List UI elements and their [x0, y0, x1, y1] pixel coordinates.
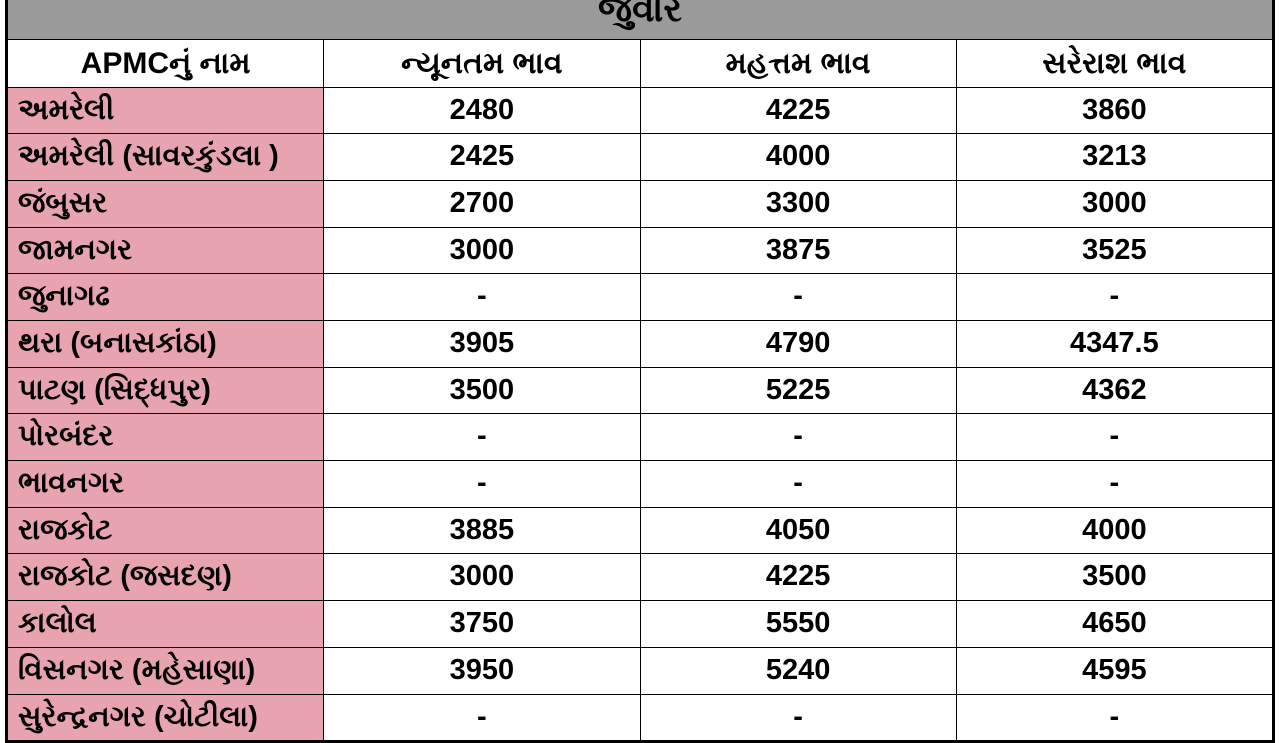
apmc-name-cell: જંબુસર [8, 180, 324, 227]
apmc-name-cell: પાટણ (સિદ્ધપુર) [8, 367, 324, 414]
table-row: રાજકોટ (જસદણ)300042253500 [8, 554, 1273, 601]
table-row: કાલોલ375055504650 [8, 601, 1273, 648]
min-price-cell: 2425 [324, 134, 640, 181]
table-row: પોરબંદર--- [8, 414, 1273, 461]
avg-price-cell: 3525 [956, 227, 1272, 274]
apmc-name-cell: જુનાગઢ [8, 274, 324, 321]
avg-price-cell: 4000 [956, 507, 1272, 554]
max-price-cell: 5550 [640, 601, 956, 648]
apmc-name-cell: જામનગર [8, 227, 324, 274]
apmc-name-cell: પોરબંદર [8, 414, 324, 461]
table-row: જામનગર300038753525 [8, 227, 1273, 274]
max-price-cell: 3300 [640, 180, 956, 227]
apmc-name-cell: અમરેલી [8, 87, 324, 134]
max-price-cell: 5225 [640, 367, 956, 414]
min-price-cell: 3000 [324, 554, 640, 601]
max-price-cell: - [640, 461, 956, 508]
apmc-name-cell: વિસનગર (મહેસાણા) [8, 647, 324, 694]
apmc-name-cell: કાલોલ [8, 601, 324, 648]
apmc-name-cell: રાજકોટ (જસદણ) [8, 554, 324, 601]
apmc-name-cell: થરા (બનાસકાંઠા) [8, 321, 324, 368]
min-price-cell: 3500 [324, 367, 640, 414]
table-row: અમરેલી248042253860 [8, 87, 1273, 134]
table-row: જુનાગઢ--- [8, 274, 1273, 321]
min-price-cell: - [324, 461, 640, 508]
col-header-name: APMCનું નામ [8, 39, 324, 87]
max-price-cell: 4225 [640, 87, 956, 134]
price-table: જુવાર APMCનું નામ ન્યૂનતમ ભાવ મહત્તમ ભાવ… [7, 0, 1273, 741]
table-title-row: જુવાર [8, 0, 1273, 39]
max-price-cell: - [640, 274, 956, 321]
table-row: વિસનગર (મહેસાણા)395052404595 [8, 647, 1273, 694]
apmc-name-cell: ભાવનગર [8, 461, 324, 508]
min-price-cell: - [324, 694, 640, 741]
table-row: થરા (બનાસકાંઠા)390547904347.5 [8, 321, 1273, 368]
avg-price-cell: - [956, 461, 1272, 508]
apmc-name-cell: અમરેલી (સાવરકુંડલા ) [8, 134, 324, 181]
avg-price-cell: 4595 [956, 647, 1272, 694]
table-row: સુરેન્દ્રનગર (ચોટીલા)--- [8, 694, 1273, 741]
table-title: જુવાર [8, 0, 1273, 39]
max-price-cell: 5240 [640, 647, 956, 694]
max-price-cell: 3875 [640, 227, 956, 274]
max-price-cell: 4790 [640, 321, 956, 368]
col-header-max: મહત્તમ ભાવ [640, 39, 956, 87]
price-table-container: જુવાર APMCનું નામ ન્યૂનતમ ભાવ મહત્તમ ભાવ… [5, 0, 1275, 743]
col-header-avg: સરેરાશ ભાવ [956, 39, 1272, 87]
max-price-cell: 4050 [640, 507, 956, 554]
min-price-cell: 3905 [324, 321, 640, 368]
avg-price-cell: 4650 [956, 601, 1272, 648]
min-price-cell: 3000 [324, 227, 640, 274]
table-header-row: APMCનું નામ ન્યૂનતમ ભાવ મહત્તમ ભાવ સરેરા… [8, 39, 1273, 87]
max-price-cell: - [640, 694, 956, 741]
table-row: ભાવનગર--- [8, 461, 1273, 508]
avg-price-cell: 3860 [956, 87, 1272, 134]
min-price-cell: 3750 [324, 601, 640, 648]
avg-price-cell: 3213 [956, 134, 1272, 181]
table-row: રાજકોટ388540504000 [8, 507, 1273, 554]
avg-price-cell: 3000 [956, 180, 1272, 227]
apmc-name-cell: સુરેન્દ્રનગર (ચોટીલા) [8, 694, 324, 741]
min-price-cell: - [324, 274, 640, 321]
avg-price-cell: 4362 [956, 367, 1272, 414]
max-price-cell: 4225 [640, 554, 956, 601]
min-price-cell: 3885 [324, 507, 640, 554]
table-row: જંબુસર270033003000 [8, 180, 1273, 227]
col-header-min: ન્યૂનતમ ભાવ [324, 39, 640, 87]
table-row: પાટણ (સિદ્ધપુર)350052254362 [8, 367, 1273, 414]
min-price-cell: 2480 [324, 87, 640, 134]
min-price-cell: 2700 [324, 180, 640, 227]
avg-price-cell: 4347.5 [956, 321, 1272, 368]
max-price-cell: - [640, 414, 956, 461]
table-body: અમરેલી248042253860અમરેલી (સાવરકુંડલા )24… [8, 87, 1273, 741]
max-price-cell: 4000 [640, 134, 956, 181]
avg-price-cell: 3500 [956, 554, 1272, 601]
min-price-cell: - [324, 414, 640, 461]
apmc-name-cell: રાજકોટ [8, 507, 324, 554]
avg-price-cell: - [956, 694, 1272, 741]
avg-price-cell: - [956, 274, 1272, 321]
avg-price-cell: - [956, 414, 1272, 461]
table-row: અમરેલી (સાવરકુંડલા )242540003213 [8, 134, 1273, 181]
min-price-cell: 3950 [324, 647, 640, 694]
